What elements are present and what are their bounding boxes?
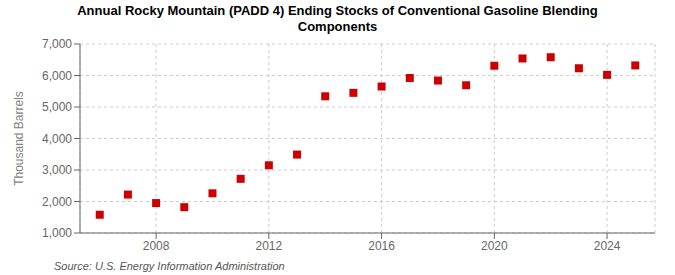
svg-text:7,000: 7,000: [42, 37, 72, 51]
html-text:Components: Components: [297, 19, 378, 34]
html-text:Annual Rocky Mountain (PADD 4): Annual Rocky Mountain (PADD 4) Ending St…: [77, 3, 598, 18]
svg-text:5,000: 5,000: [42, 100, 72, 114]
svg-text:2008: 2008: [143, 239, 170, 253]
html-text:Source: U.S. Energy Informatio: Source: U.S. Energy Information Administ…: [54, 260, 285, 272]
svg-text:6,000: 6,000: [42, 69, 72, 83]
svg-text:1,000: 1,000: [42, 226, 72, 240]
svg-text:2020: 2020: [481, 239, 508, 253]
svg-text:2024: 2024: [594, 239, 621, 253]
svg-text:4,000: 4,000: [42, 132, 72, 146]
svg-text:3,000: 3,000: [42, 163, 72, 177]
svg-text:2016: 2016: [368, 239, 395, 253]
svg-text:2,000: 2,000: [42, 195, 72, 209]
svg-text:Thousand Barrels: Thousand Barrels: [12, 91, 26, 186]
svg-text:2012: 2012: [255, 239, 282, 253]
